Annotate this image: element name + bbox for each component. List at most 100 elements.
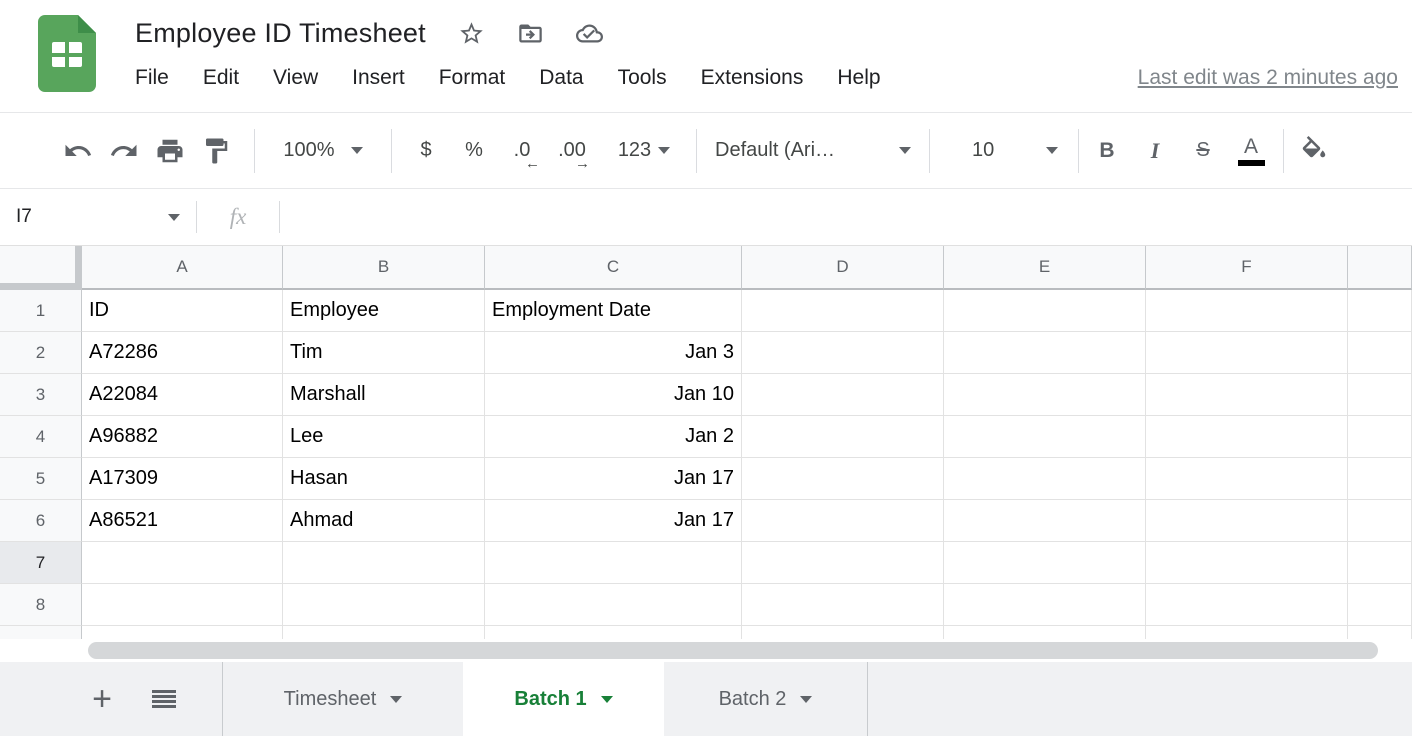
cell-F8[interactable]: [1146, 584, 1348, 626]
sheets-logo[interactable]: [38, 15, 96, 92]
row-header-8[interactable]: 8: [0, 584, 82, 626]
cell-B3[interactable]: Marshall: [283, 374, 485, 416]
cell-A1[interactable]: ID: [82, 290, 283, 332]
cell-C8[interactable]: [485, 584, 742, 626]
cell-G2[interactable]: [1348, 332, 1412, 374]
format-currency-button[interactable]: $: [406, 129, 446, 173]
column-header-C[interactable]: C: [485, 246, 742, 290]
cell-F3[interactable]: [1146, 374, 1348, 416]
cell-A8[interactable]: [82, 584, 283, 626]
menu-format[interactable]: Format: [438, 66, 506, 89]
cell-G6[interactable]: [1348, 500, 1412, 542]
cell-D7[interactable]: [742, 542, 944, 584]
cell-C5[interactable]: Jan 17: [485, 458, 742, 500]
cell-C6[interactable]: Jan 17: [485, 500, 742, 542]
cell-A5[interactable]: A17309: [82, 458, 283, 500]
row-header-2[interactable]: 2: [0, 332, 82, 374]
cell-A2[interactable]: A72286: [82, 332, 283, 374]
cell-B5[interactable]: Hasan: [283, 458, 485, 500]
font-dropdown[interactable]: Default (Ari…: [715, 139, 911, 162]
column-header-G[interactable]: [1348, 246, 1412, 290]
menu-file[interactable]: File: [135, 66, 169, 89]
cell-G3[interactable]: [1348, 374, 1412, 416]
number-format-dropdown[interactable]: 123: [598, 139, 690, 162]
redo-button[interactable]: [104, 129, 144, 173]
menu-data[interactable]: Data: [539, 66, 584, 89]
menu-help[interactable]: Help: [837, 66, 881, 89]
horizontal-scrollbar[interactable]: [88, 642, 1378, 659]
cell-G5[interactable]: [1348, 458, 1412, 500]
cell-C3[interactable]: Jan 10: [485, 374, 742, 416]
row-header-3[interactable]: 3: [0, 374, 82, 416]
cell-D4[interactable]: [742, 416, 944, 458]
cell-D3[interactable]: [742, 374, 944, 416]
formula-input[interactable]: [280, 189, 1412, 245]
cell-E8[interactable]: [944, 584, 1146, 626]
cell-E4[interactable]: [944, 416, 1146, 458]
column-header-A[interactable]: A: [82, 246, 283, 290]
decrease-decimal-button[interactable]: .0 ←: [502, 129, 542, 173]
cell-E6[interactable]: [944, 500, 1146, 542]
strikethrough-button[interactable]: S: [1183, 129, 1223, 173]
text-color-button[interactable]: A: [1231, 129, 1271, 173]
cell-C7[interactable]: [485, 542, 742, 584]
column-header-E[interactable]: E: [944, 246, 1146, 290]
last-edit-link[interactable]: Last edit was 2 minutes ago: [1137, 66, 1398, 89]
cell-B2[interactable]: Tim: [283, 332, 485, 374]
cell-E1[interactable]: [944, 290, 1146, 332]
cell-name-box[interactable]: I7: [0, 206, 196, 228]
tab-batch-1[interactable]: Batch 1: [463, 662, 664, 736]
format-percent-button[interactable]: %: [454, 129, 494, 173]
paint-format-button[interactable]: [196, 129, 236, 173]
cell-C2[interactable]: Jan 3: [485, 332, 742, 374]
cell-D1[interactable]: [742, 290, 944, 332]
cell-A6[interactable]: A86521: [82, 500, 283, 542]
cell-B4[interactable]: Lee: [283, 416, 485, 458]
menu-tools[interactable]: Tools: [617, 66, 667, 89]
cell-C1[interactable]: Employment Date: [485, 290, 742, 332]
add-sheet-button[interactable]: +: [84, 677, 120, 721]
move-to-folder-icon[interactable]: [517, 20, 544, 47]
cell-D6[interactable]: [742, 500, 944, 542]
cell-F5[interactable]: [1146, 458, 1348, 500]
row-header-6[interactable]: 6: [0, 500, 82, 542]
cell-D2[interactable]: [742, 332, 944, 374]
cell-B7[interactable]: [283, 542, 485, 584]
all-sheets-button[interactable]: [146, 677, 182, 721]
tab-timesheet[interactable]: Timesheet: [223, 662, 463, 736]
star-icon[interactable]: [458, 20, 485, 47]
row-header-1[interactable]: 1: [0, 290, 82, 332]
undo-button[interactable]: [58, 129, 98, 173]
cell-E2[interactable]: [944, 332, 1146, 374]
cloud-saved-icon[interactable]: [575, 20, 603, 47]
column-header-B[interactable]: B: [283, 246, 485, 290]
cell-B6[interactable]: Ahmad: [283, 500, 485, 542]
cell-F1[interactable]: [1146, 290, 1348, 332]
row-header-7[interactable]: 7: [0, 542, 82, 584]
cell-A7[interactable]: [82, 542, 283, 584]
cell-A3[interactable]: A22084: [82, 374, 283, 416]
menu-edit[interactable]: Edit: [202, 66, 240, 89]
cell-E5[interactable]: [944, 458, 1146, 500]
row-header-5[interactable]: 5: [0, 458, 82, 500]
document-title[interactable]: Employee ID Timesheet: [135, 17, 426, 48]
cell-D8[interactable]: [742, 584, 944, 626]
select-all-corner[interactable]: [0, 246, 82, 290]
menu-extensions[interactable]: Extensions: [700, 66, 804, 89]
cell-G8[interactable]: [1348, 584, 1412, 626]
cell-F4[interactable]: [1146, 416, 1348, 458]
italic-button[interactable]: I: [1135, 129, 1175, 173]
cell-F7[interactable]: [1146, 542, 1348, 584]
column-header-D[interactable]: D: [742, 246, 944, 290]
tab-batch-2[interactable]: Batch 2: [664, 662, 867, 736]
bold-button[interactable]: B: [1087, 129, 1127, 173]
row-header-4[interactable]: 4: [0, 416, 82, 458]
cell-A4[interactable]: A96882: [82, 416, 283, 458]
fill-color-button[interactable]: [1294, 129, 1334, 173]
cell-G7[interactable]: [1348, 542, 1412, 584]
cell-E7[interactable]: [944, 542, 1146, 584]
font-size-dropdown[interactable]: 10: [950, 139, 1058, 162]
cell-F6[interactable]: [1146, 500, 1348, 542]
column-header-F[interactable]: F: [1146, 246, 1348, 290]
zoom-dropdown[interactable]: 100%: [277, 139, 369, 162]
